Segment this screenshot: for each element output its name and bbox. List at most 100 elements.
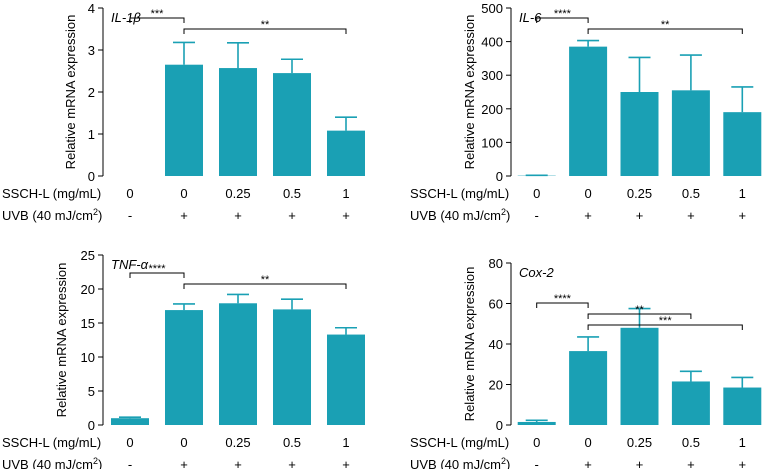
uvb-sign: - xyxy=(128,208,132,223)
bar xyxy=(723,112,761,176)
dose-label: 0 xyxy=(533,435,540,450)
dose-label: 0.25 xyxy=(627,186,652,201)
dose-label: 0 xyxy=(533,186,540,201)
y-tick-label: 400 xyxy=(481,35,503,50)
dose-label: 0.5 xyxy=(682,435,700,450)
bar xyxy=(672,90,710,176)
uvb-sign: - xyxy=(128,457,132,469)
uvb-sign: - xyxy=(535,457,539,469)
significance-label: **** xyxy=(554,8,572,20)
y-tick-label: 300 xyxy=(481,68,503,83)
uvb-label-text: UVB (40 mJ/cm xyxy=(410,208,501,223)
significance-label: ** xyxy=(661,19,670,31)
bar xyxy=(569,47,607,176)
dose-label: 0 xyxy=(180,435,187,450)
uvb-row-label: UVB (40 mJ/cm2) xyxy=(410,456,510,469)
y-tick-label: 10 xyxy=(81,350,95,365)
bar xyxy=(273,73,311,176)
y-tick-label: 5 xyxy=(88,384,95,399)
uvb-sign: + xyxy=(342,208,350,223)
uvb-label-close: ) xyxy=(506,208,510,223)
significance-label: ** xyxy=(261,19,270,31)
uvb-label-close: ) xyxy=(506,457,510,469)
significance-label: *** xyxy=(151,8,165,20)
gene-title: Cox-2 xyxy=(519,265,554,280)
uvb-sign: + xyxy=(687,208,695,223)
y-tick-label: 100 xyxy=(481,135,503,150)
uvb-sign: + xyxy=(739,457,747,469)
bar xyxy=(165,310,203,425)
y-tick-label: 80 xyxy=(489,256,503,271)
y-axis-label: Relative mRNA expression xyxy=(63,15,78,170)
y-tick-label: 1 xyxy=(88,127,95,142)
y-tick-label: 500 xyxy=(481,1,503,16)
bar xyxy=(518,422,556,425)
bar xyxy=(672,381,710,425)
bar xyxy=(111,418,149,425)
uvb-sign: + xyxy=(288,208,296,223)
significance-label: **** xyxy=(148,263,166,275)
uvb-label-text: UVB (40 mJ/cm xyxy=(2,208,93,223)
panel-il6: 0 100 200 300 400 500 Relative mRNA expression… xyxy=(410,1,761,223)
dose-label: 0.25 xyxy=(225,435,250,450)
bar xyxy=(219,68,257,176)
uvb-sign: + xyxy=(234,208,242,223)
dose-label: 0 xyxy=(180,186,187,201)
y-tick-label: 0 xyxy=(496,169,503,184)
bar xyxy=(621,92,659,176)
uvb-sign: + xyxy=(584,457,592,469)
uvb-row-label: UVB (40 mJ/cm2) xyxy=(2,207,102,223)
bar xyxy=(723,388,761,425)
dose-label: 1 xyxy=(342,435,349,450)
uvb-sign: + xyxy=(288,457,296,469)
significance-label: ** xyxy=(635,304,644,316)
bar xyxy=(327,335,365,425)
uvb-sign: - xyxy=(535,208,539,223)
uvb-sign: + xyxy=(180,457,188,469)
dose-label: 0 xyxy=(584,186,591,201)
dose-label: 0.5 xyxy=(283,435,301,450)
y-axis-label: Relative mRNA expression xyxy=(462,15,477,170)
y-tick-label: 200 xyxy=(481,102,503,117)
significance-label: **** xyxy=(554,293,572,305)
y-tick-label: 0 xyxy=(88,418,95,433)
bar xyxy=(219,303,257,425)
dose-label: 0.25 xyxy=(627,435,652,450)
bar xyxy=(165,65,203,176)
gene-title: TNF-α xyxy=(111,257,149,272)
ssch-row-label: SSCH-L (mg/mL) xyxy=(410,186,509,201)
bar xyxy=(621,328,659,425)
significance-label: *** xyxy=(659,315,673,327)
y-tick-label: 15 xyxy=(81,316,95,331)
y-tick-label: 20 xyxy=(81,282,95,297)
uvb-sign: + xyxy=(234,457,242,469)
uvb-label-close: ) xyxy=(98,208,102,223)
y-tick-label: 0 xyxy=(496,418,503,433)
uvb-row-label: UVB (40 mJ/cm2) xyxy=(410,207,510,223)
uvb-row-label: UVB (40 mJ/cm2) xyxy=(2,456,102,469)
bar xyxy=(273,309,311,425)
ssch-row-label: SSCH-L (mg/mL) xyxy=(410,435,509,450)
y-axis-label: Relative mRNA expression xyxy=(54,263,69,418)
uvb-sign: + xyxy=(636,457,644,469)
dose-label: 1 xyxy=(342,186,349,201)
bar xyxy=(569,351,607,425)
uvb-label-close: ) xyxy=(98,457,102,469)
uvb-sign: + xyxy=(687,457,695,469)
y-tick-label: 20 xyxy=(489,378,503,393)
ssch-row-label: SSCH-L (mg/mL) xyxy=(2,435,101,450)
uvb-sign: + xyxy=(636,208,644,223)
uvb-label-text: UVB (40 mJ/cm xyxy=(2,457,93,469)
uvb-sign: + xyxy=(584,208,592,223)
uvb-sign: + xyxy=(342,457,350,469)
bar xyxy=(327,131,365,176)
dose-label: 0.5 xyxy=(682,186,700,201)
y-tick-label: 0 xyxy=(88,169,95,184)
significance-label: ** xyxy=(261,274,270,286)
dose-label: 0.5 xyxy=(283,186,301,201)
uvb-label-text: UVB (40 mJ/cm xyxy=(410,457,501,469)
